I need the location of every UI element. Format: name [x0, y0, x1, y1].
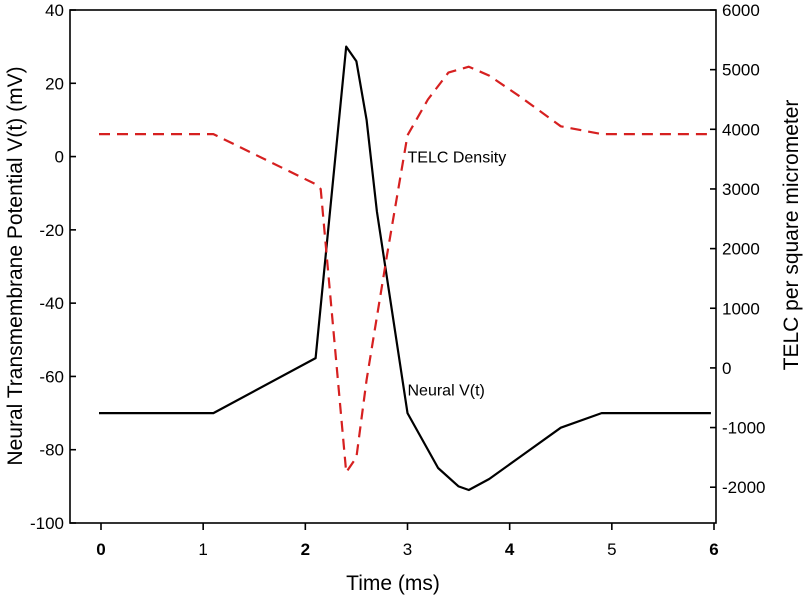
series-layer: [99, 45, 711, 492]
y-right-axis-title: TELC per square micrometer: [780, 100, 803, 371]
y-left-axis-ticks: -100 -80 -60 -40 -20 0 20 40: [30, 1, 76, 533]
y-right-tick-label: 2000: [722, 240, 760, 259]
plot-frame: [69, 9, 717, 524]
x-tick-label: 3: [403, 540, 412, 559]
y-right-tick-label: 4000: [722, 120, 760, 139]
neural-voltage-line: [99, 45, 711, 492]
y-left-tick-label: 0: [55, 148, 64, 167]
x-axis-ticks: 0 1 2 3 4 5 6: [96, 523, 719, 559]
telc-density-line: [99, 65, 711, 474]
x-tick-label: 5: [607, 540, 616, 559]
y-left-tick-label: -60: [39, 367, 64, 386]
series-annotation: TELC Density: [408, 150, 507, 167]
annotation-layer: TELC Density Neural V(t): [408, 150, 507, 400]
x-tick-label: 4: [505, 540, 515, 559]
x-tick-label: 1: [198, 540, 207, 559]
y-left-tick-label: -80: [39, 441, 64, 460]
y-left-tick-label: -20: [39, 221, 64, 240]
y-right-tick-label: 5000: [722, 61, 760, 80]
y-right-tick-label: 3000: [722, 180, 760, 199]
x-axis-title: Time (ms): [346, 572, 440, 595]
x-tick-label: 2: [301, 540, 310, 559]
y-left-tick-label: -100: [30, 514, 64, 533]
y-right-tick-label: 1000: [722, 299, 760, 318]
y-left-tick-label: 40: [45, 1, 64, 20]
series-annotation: Neural V(t): [408, 382, 485, 399]
x-tick-label: 0: [96, 540, 105, 559]
x-tick-label: 6: [709, 540, 718, 559]
y-right-tick-label: 0: [722, 359, 731, 378]
y-left-tick-label: 20: [45, 74, 64, 93]
y-right-tick-label: -1000: [722, 419, 765, 438]
y-right-tick-label: 6000: [722, 1, 760, 20]
y-left-tick-label: -40: [39, 294, 64, 313]
y-left-axis-title: Neural Transmembrane Potential V(t) (mV): [4, 66, 27, 465]
y-right-axis-ticks: -2000 -1000 0 1000 2000 3000 4000 5000 6000: [710, 1, 765, 497]
y-right-tick-label: -2000: [722, 478, 765, 497]
